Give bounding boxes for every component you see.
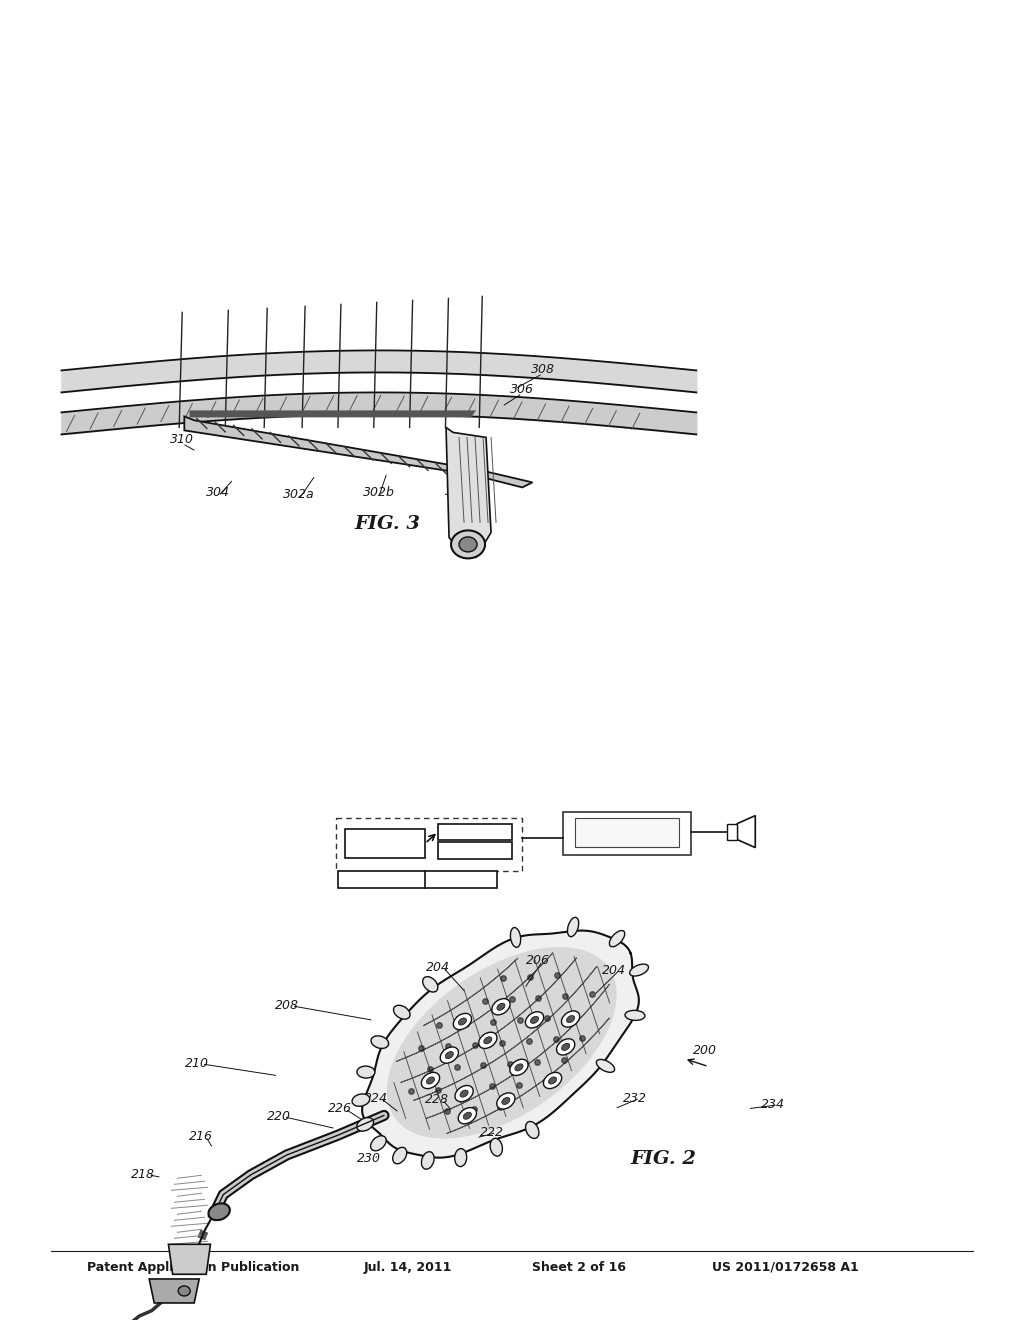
Text: 224: 224 [364, 1092, 388, 1105]
Ellipse shape [497, 1003, 505, 1010]
FancyBboxPatch shape [575, 818, 679, 847]
Text: 204: 204 [426, 961, 451, 974]
Text: 306: 306 [510, 383, 535, 396]
Ellipse shape [440, 1047, 459, 1063]
Text: 222: 222 [479, 1126, 504, 1139]
Ellipse shape [356, 1118, 374, 1131]
Text: 302c: 302c [445, 484, 476, 498]
Polygon shape [150, 1279, 200, 1303]
Ellipse shape [625, 1010, 645, 1020]
Text: US 2011/0172658 A1: US 2011/0172658 A1 [712, 1261, 858, 1274]
Polygon shape [184, 416, 532, 487]
Text: 302a: 302a [284, 488, 314, 502]
Text: 204: 204 [602, 964, 627, 977]
Ellipse shape [549, 1077, 557, 1084]
Ellipse shape [209, 1204, 229, 1220]
FancyBboxPatch shape [563, 812, 691, 855]
Ellipse shape [454, 1014, 472, 1030]
Text: 308: 308 [530, 363, 555, 376]
Ellipse shape [515, 1064, 523, 1071]
Ellipse shape [490, 1138, 503, 1156]
Ellipse shape [596, 1060, 614, 1072]
Ellipse shape [483, 1036, 492, 1044]
Ellipse shape [451, 531, 485, 558]
Ellipse shape [609, 931, 625, 946]
Text: 220: 220 [266, 1110, 291, 1123]
Text: 206: 206 [525, 954, 550, 968]
Text: 232: 232 [623, 1092, 647, 1105]
Ellipse shape [556, 1039, 574, 1055]
Ellipse shape [544, 1072, 562, 1089]
Polygon shape [362, 931, 639, 1158]
Ellipse shape [510, 1059, 528, 1076]
Ellipse shape [459, 1018, 467, 1026]
Text: 210: 210 [184, 1057, 209, 1071]
Ellipse shape [352, 1094, 370, 1106]
Text: ABLATION SOURCE: ABLATION SOURCE [366, 875, 470, 886]
Polygon shape [189, 411, 476, 417]
Ellipse shape [458, 1107, 476, 1123]
FancyBboxPatch shape [438, 824, 512, 840]
Ellipse shape [525, 1011, 544, 1028]
Ellipse shape [630, 964, 648, 975]
Text: Sheet 2 of 16: Sheet 2 of 16 [532, 1261, 627, 1274]
Text: 230: 230 [356, 1152, 381, 1166]
FancyBboxPatch shape [727, 824, 737, 840]
Ellipse shape [497, 1093, 515, 1109]
Ellipse shape [460, 1090, 468, 1097]
Ellipse shape [492, 999, 510, 1015]
FancyBboxPatch shape [438, 842, 512, 859]
Ellipse shape [561, 1011, 580, 1027]
Text: ROM: ROM [461, 845, 489, 858]
Ellipse shape [530, 1016, 539, 1023]
Text: 304: 304 [206, 486, 230, 499]
Ellipse shape [178, 1286, 190, 1296]
Text: Patent Application Publication: Patent Application Publication [87, 1261, 299, 1274]
Ellipse shape [525, 1122, 539, 1138]
Ellipse shape [455, 1085, 473, 1102]
Ellipse shape [463, 1113, 471, 1119]
Ellipse shape [502, 1097, 510, 1105]
Text: Jul. 14, 2011: Jul. 14, 2011 [364, 1261, 452, 1274]
Ellipse shape [566, 1015, 574, 1023]
Polygon shape [387, 948, 616, 1138]
Text: 310: 310 [170, 433, 195, 446]
Ellipse shape [567, 917, 579, 937]
Ellipse shape [423, 977, 438, 993]
Text: 218: 218 [131, 1168, 156, 1181]
Ellipse shape [445, 1052, 454, 1059]
Text: FIG. 3: FIG. 3 [354, 515, 420, 533]
Polygon shape [446, 428, 492, 557]
FancyBboxPatch shape [345, 829, 425, 858]
Text: FIG. 2: FIG. 2 [631, 1150, 696, 1168]
Text: $\mu$p: $\mu$p [376, 836, 394, 851]
Text: 302b: 302b [362, 486, 395, 499]
Text: 200: 200 [692, 1044, 717, 1057]
Ellipse shape [510, 928, 520, 948]
Ellipse shape [371, 1135, 386, 1151]
Ellipse shape [393, 1147, 407, 1164]
Ellipse shape [561, 1043, 569, 1051]
Ellipse shape [357, 1067, 375, 1078]
Text: RAM: RAM [462, 825, 488, 838]
Text: 234: 234 [761, 1098, 785, 1111]
Ellipse shape [459, 537, 477, 552]
Ellipse shape [478, 1032, 497, 1048]
FancyBboxPatch shape [338, 871, 497, 888]
Polygon shape [737, 816, 756, 847]
Text: 216: 216 [188, 1130, 213, 1143]
Ellipse shape [455, 1148, 467, 1167]
Ellipse shape [371, 1036, 389, 1048]
Polygon shape [168, 1245, 211, 1274]
Ellipse shape [422, 1151, 434, 1170]
Ellipse shape [393, 1006, 410, 1019]
Text: 226: 226 [328, 1102, 352, 1115]
Ellipse shape [421, 1072, 439, 1089]
Text: 208: 208 [274, 999, 299, 1012]
Text: 228: 228 [425, 1093, 450, 1106]
Ellipse shape [426, 1077, 434, 1084]
